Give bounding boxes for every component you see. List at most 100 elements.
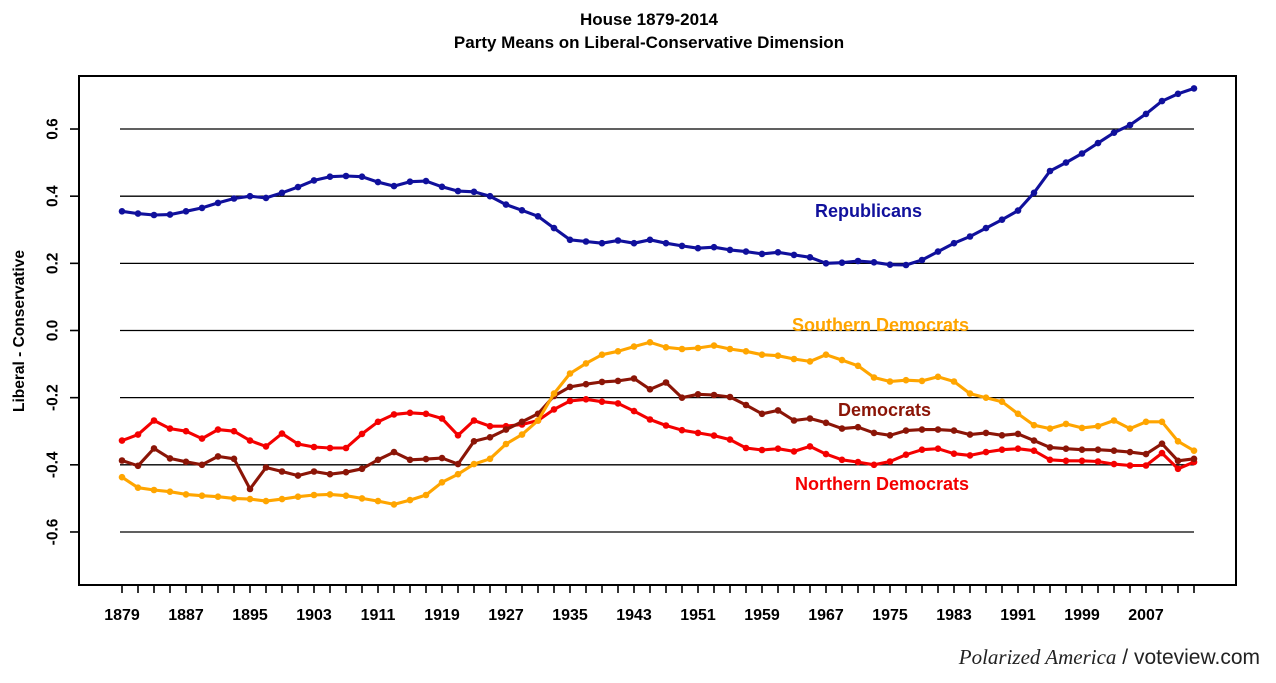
data-point — [246, 192, 254, 200]
data-point — [886, 432, 894, 439]
data-point — [902, 376, 910, 384]
data-point — [134, 431, 142, 438]
data-point — [310, 443, 318, 451]
data-point — [870, 374, 878, 381]
data-point — [726, 436, 734, 443]
data-point — [454, 187, 462, 195]
data-point — [774, 407, 782, 414]
data-point — [710, 432, 718, 439]
data-point — [758, 446, 766, 454]
data-point — [662, 379, 670, 386]
data-point — [326, 470, 334, 478]
data-point — [742, 444, 750, 452]
data-point — [1030, 421, 1038, 429]
data-point — [678, 426, 686, 434]
data-point — [582, 238, 590, 245]
data-point — [582, 360, 590, 367]
data-point — [694, 429, 702, 437]
data-point — [214, 493, 222, 501]
chart-title: House 1879-2014 — [580, 10, 718, 29]
data-point — [902, 261, 910, 269]
data-point — [278, 468, 286, 475]
data-point — [1142, 110, 1150, 118]
y-axis-tick-label: 0.2 — [45, 253, 62, 275]
data-point — [822, 351, 830, 359]
data-point — [214, 199, 222, 207]
data-point — [774, 249, 782, 256]
x-axis-tick-label: 1911 — [361, 607, 396, 624]
x-axis-tick-label: 1887 — [168, 607, 204, 624]
data-point — [214, 426, 222, 433]
data-point — [166, 211, 174, 218]
data-point — [1078, 457, 1086, 465]
data-point — [1094, 422, 1102, 430]
data-point — [918, 256, 926, 264]
data-point — [150, 417, 158, 424]
data-point — [166, 455, 174, 462]
data-point — [1174, 90, 1182, 98]
data-point — [982, 429, 990, 437]
y-axis-tick-label: 0.4 — [45, 185, 62, 207]
x-axis-tick-label: 1951 — [680, 607, 716, 624]
data-point — [886, 378, 894, 385]
data-point — [134, 484, 142, 492]
data-point — [246, 485, 254, 493]
data-point — [854, 423, 862, 431]
data-point — [1014, 430, 1022, 438]
data-point — [502, 201, 510, 208]
data-point — [806, 415, 814, 422]
data-point — [550, 224, 558, 232]
data-point — [358, 430, 366, 438]
data-point — [134, 210, 142, 217]
data-point — [278, 189, 286, 197]
data-point — [790, 251, 798, 259]
data-point — [374, 456, 382, 464]
data-point — [742, 348, 750, 355]
series-label-democrats: Democrats — [838, 400, 931, 420]
data-point — [1094, 139, 1102, 147]
data-point — [822, 450, 830, 458]
data-point — [1030, 447, 1038, 455]
data-point — [358, 465, 366, 473]
data-point — [310, 491, 318, 499]
data-point — [246, 437, 254, 444]
data-point — [598, 398, 606, 406]
data-point — [678, 242, 686, 250]
data-point — [342, 468, 350, 476]
data-point — [646, 236, 654, 244]
x-axis-tick-label: 1895 — [232, 607, 268, 624]
x-axis-tick-label: 1959 — [744, 607, 780, 624]
data-point — [998, 432, 1006, 439]
data-point — [966, 431, 974, 438]
data-point — [550, 390, 558, 397]
data-point — [662, 344, 670, 351]
chart-subtitle: Party Means on Liberal-Conservative Dime… — [453, 33, 845, 52]
data-point — [1174, 438, 1182, 445]
data-point — [1142, 418, 1150, 426]
data-point — [198, 204, 206, 212]
series-label-northern-democrats: Northern Democrats — [795, 474, 969, 494]
data-point — [1030, 189, 1038, 197]
data-point — [950, 427, 958, 434]
x-axis-tick-label: 2007 — [1128, 607, 1164, 624]
data-point — [998, 446, 1006, 454]
x-axis-tick-label: 1975 — [872, 607, 908, 624]
data-point — [806, 253, 814, 261]
y-axis-tick-label: 0.0 — [45, 320, 62, 342]
data-point — [358, 495, 366, 502]
data-point — [902, 427, 910, 434]
data-point — [262, 464, 270, 471]
data-point — [1110, 129, 1118, 136]
data-point — [822, 260, 830, 267]
data-point — [854, 458, 862, 466]
data-point — [198, 435, 206, 442]
data-point — [374, 497, 382, 505]
data-point — [630, 343, 638, 350]
data-point — [566, 397, 574, 405]
x-axis-tick-label: 1967 — [808, 607, 844, 624]
data-point — [454, 470, 462, 478]
data-point — [726, 393, 734, 401]
data-point — [918, 426, 926, 433]
data-point — [470, 417, 478, 424]
x-axis-tick-label: 1999 — [1064, 607, 1100, 624]
